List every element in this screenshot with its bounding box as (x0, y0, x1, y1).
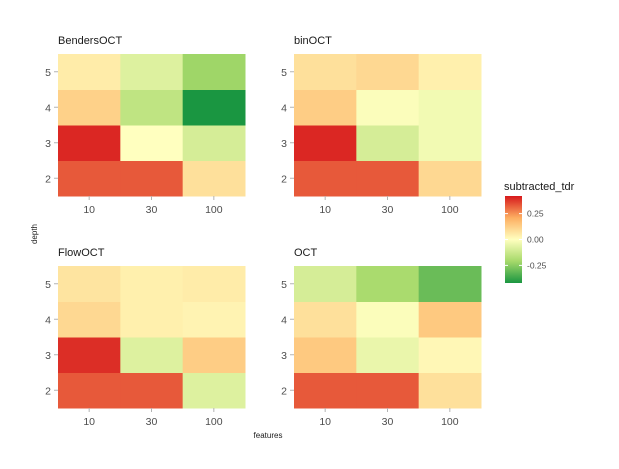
y-tick-label: 3 (45, 138, 51, 150)
heatmap-cell (418, 301, 482, 338)
heatmap-cell (294, 125, 357, 161)
heatmap-cell (418, 266, 482, 302)
heatmap-cell (182, 337, 246, 373)
x-tick-label: 30 (382, 204, 394, 216)
x-tick-label: 30 (146, 204, 158, 216)
x-tick-label: 10 (319, 416, 331, 428)
heatmap-cell (418, 372, 482, 409)
legend-ticks: 0.25 0.00 -0.25 (505, 209, 547, 270)
y-tick-label: 2 (281, 385, 287, 397)
facet-panel: BendersOCT 2 3 4 5 10 30 100 (45, 35, 246, 216)
heatmap-cell (418, 89, 482, 126)
x-tick-label: 10 (83, 416, 95, 428)
y-tick-label: 3 (281, 350, 287, 362)
facet-title: FlowOCT (58, 247, 105, 259)
facet-title: BendersOCT (58, 35, 122, 47)
x-axis-title: features (254, 431, 283, 440)
heatmap-cell (58, 266, 121, 302)
heatmap-cell (58, 54, 121, 90)
heatmap-cell (58, 89, 121, 126)
y-tick-label: 4 (281, 314, 287, 326)
y-tick-label: 4 (45, 314, 51, 326)
y-tick-label: 2 (281, 173, 287, 185)
x-tick-label: 30 (146, 416, 158, 428)
facet-title: binOCT (294, 35, 332, 47)
heatmap-cell (294, 89, 357, 126)
heatmap-cell (294, 54, 357, 90)
legend-title: subtracted_tdr (504, 181, 575, 193)
y-tick-label: 5 (281, 67, 287, 79)
y-tick-label: 5 (45, 67, 51, 79)
heatmap-cell (182, 266, 246, 302)
heatmap-cell (182, 301, 246, 338)
x-tick-label: 10 (319, 204, 331, 216)
heatmap-cell (294, 337, 357, 373)
x-tick-label: 100 (205, 204, 223, 216)
y-tick-label: 3 (281, 138, 287, 150)
legend-tick-label: -0.25 (527, 260, 547, 270)
heatmap-cell (120, 89, 184, 126)
legend-colorbar (505, 196, 522, 283)
heatmap-cell (356, 54, 420, 90)
y-tick-label: 3 (45, 350, 51, 362)
y-tick-label: 2 (45, 385, 51, 397)
heatmap-cell (182, 54, 246, 90)
heatmap-cell (356, 125, 420, 161)
y-tick-label: 4 (45, 102, 51, 114)
heatmap-cell (418, 125, 482, 161)
heatmap-cell (58, 372, 121, 409)
facet-panel: FlowOCT 2 3 4 5 10 30 100 (45, 247, 246, 428)
heatmap-cell (182, 372, 246, 409)
heatmap-cell (356, 266, 420, 302)
heatmap-cell (356, 372, 420, 409)
heatmap-cell (58, 301, 121, 338)
heatmap-cell (294, 160, 357, 197)
heatmap-cell (182, 160, 246, 197)
heatmap-cell (120, 372, 184, 409)
heatmap-cell (120, 160, 184, 197)
color-legend: subtracted_tdr 0.25 0.00 -0.25 (504, 181, 575, 283)
heatmap-cell (294, 372, 357, 409)
facet-title: OCT (294, 247, 318, 259)
y-axis-title: depth (30, 224, 39, 244)
heatmap-cell (120, 301, 184, 338)
heatmap-cell (418, 337, 482, 373)
legend-tick-label: 0.25 (527, 209, 544, 219)
heatmap-cell (294, 266, 357, 302)
x-tick-label: 30 (382, 416, 394, 428)
heatmap-cell (182, 125, 246, 161)
heatmap-cell (356, 89, 420, 126)
heatmap-cell (120, 54, 184, 90)
y-tick-label: 5 (45, 279, 51, 291)
legend-tick-label: 0.00 (527, 235, 544, 245)
heatmap-cell (356, 160, 420, 197)
heatmap-cell (356, 301, 420, 338)
heatmap-cell (418, 160, 482, 197)
heatmap-cell (120, 266, 184, 302)
y-tick-label: 5 (281, 279, 287, 291)
heatmap-cell (120, 337, 184, 373)
y-tick-label: 4 (281, 102, 287, 114)
x-tick-label: 100 (441, 416, 459, 428)
heatmap-cell (58, 125, 121, 161)
heatmap-cell (58, 337, 121, 373)
heatmap-cell (182, 89, 246, 126)
x-tick-label: 100 (205, 416, 223, 428)
facet-panel: OCT 2 3 4 5 10 30 100 (281, 247, 482, 428)
heatmap-cell (58, 160, 121, 197)
heatmap-cell (356, 337, 420, 373)
heatmap-cell (120, 125, 184, 161)
x-tick-label: 100 (441, 204, 459, 216)
facet-panel: binOCT 2 3 4 5 10 30 100 (281, 35, 482, 216)
x-tick-label: 10 (83, 204, 95, 216)
y-tick-label: 2 (45, 173, 51, 185)
heatmap-cell (418, 54, 482, 90)
heatmap-cell (294, 301, 357, 338)
